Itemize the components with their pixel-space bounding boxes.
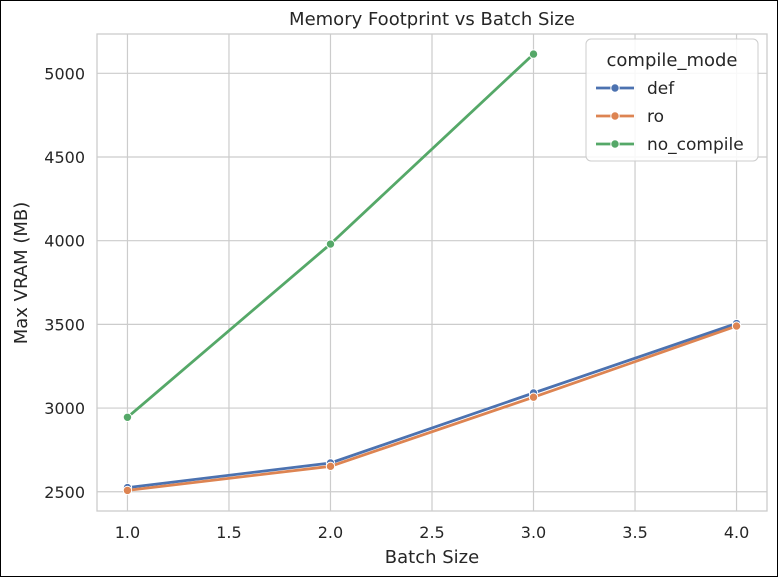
y-axis-label: Max VRAM (MB): [11, 202, 32, 345]
data-point: [122, 485, 133, 496]
data-point: [122, 412, 133, 422]
legend-item: no_compile: [596, 135, 744, 155]
x-axis-ticks: 1.0 1.5 2.0 2.5 3.0 3.5 4.0: [115, 523, 750, 542]
x-tick-label: 1.0: [115, 523, 140, 542]
legend-marker: [610, 83, 620, 93]
y-tick-label: 4500: [44, 148, 85, 167]
legend-label: no_compile: [647, 135, 744, 155]
series-layer: [122, 49, 742, 496]
y-tick-label: 3500: [44, 315, 85, 334]
x-tick-label: 1.5: [216, 523, 241, 542]
legend-title: compile_mode: [607, 50, 738, 71]
series-no-compile: [122, 49, 539, 422]
legend-item: def: [596, 79, 675, 99]
legend-item: ro: [596, 107, 664, 127]
y-tick-label: 2500: [44, 483, 85, 502]
data-point: [528, 392, 539, 402]
x-tick-label: 3.0: [521, 523, 546, 542]
y-tick-label: 3000: [44, 399, 85, 418]
series-ro: [122, 321, 742, 496]
x-tick-label: 4.0: [724, 523, 749, 542]
data-point: [325, 461, 336, 472]
x-tick-label: 3.5: [622, 523, 647, 542]
x-tick-label: 2.5: [419, 523, 444, 542]
plot-frame: [96, 33, 768, 512]
chart-title: Memory Footprint vs Batch Size: [289, 9, 575, 30]
data-point: [528, 49, 539, 59]
legend-label: def: [647, 79, 675, 99]
legend-items: def ro no_compile: [596, 79, 744, 155]
legend-marker: [610, 111, 620, 121]
y-tick-label: 4000: [44, 232, 85, 251]
legend: compile_mode def ro no_compile: [585, 38, 759, 162]
x-tick-label: 2.0: [318, 523, 343, 542]
y-tick-label: 5000: [44, 64, 85, 83]
x-axis-label: Batch Size: [385, 547, 479, 568]
data-point: [325, 239, 336, 249]
legend-box: [585, 38, 759, 162]
data-point: [731, 321, 742, 331]
series-line: [126, 324, 738, 492]
legend-label: ro: [647, 107, 664, 127]
y-axis-ticks: 2500 3000 3500 4000 4500 5000: [44, 64, 85, 501]
legend-marker: [610, 139, 620, 149]
series-line: [126, 322, 738, 490]
